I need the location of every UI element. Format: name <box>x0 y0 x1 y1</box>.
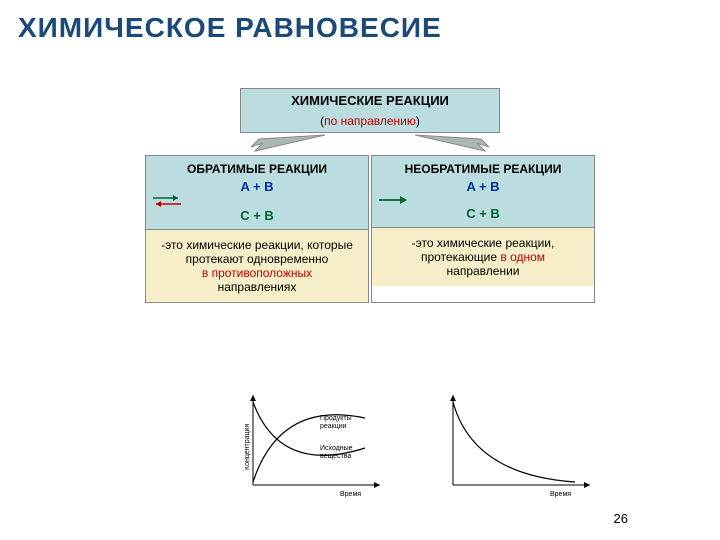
column-irreversible: НЕОБРАТИМЫЕ РЕАКЦИИ A + B C + B -это хим… <box>371 155 595 303</box>
column-header: ОБРАТИМЫЕ РЕАКЦИИ A + B C + B <box>146 156 368 230</box>
classification-diagram: ХИМИЧЕСКИЕ РЕАКЦИИ (по направлению) ОБРА… <box>145 88 595 303</box>
body-post: направлениях <box>218 280 297 294</box>
columns-row: ОБРАТИМЫЕ РЕАКЦИИ A + B C + B -э <box>145 155 595 303</box>
forward-arrow-icon <box>376 194 590 206</box>
equation: A + B C + B <box>376 179 590 221</box>
body-highlight: в одном <box>500 250 545 264</box>
column-body: -это химические реакции, которые протека… <box>146 230 368 302</box>
svg-text:реакции: реакции <box>320 423 347 430</box>
top-box: ХИМИЧЕСКИЕ РЕАКЦИИ (по направлению) <box>240 88 500 133</box>
equation: A + B C + B <box>150 179 364 223</box>
arrow-right-icon <box>415 135 489 151</box>
eq-right: C + B <box>466 206 500 221</box>
column-header: НЕОБРАТИМЫЕ РЕАКЦИИ A + B C + B <box>372 156 594 228</box>
body-post: направлении <box>447 264 520 278</box>
column-title: ОБРАТИМЫЕ РЕАКЦИИ <box>150 162 364 176</box>
svg-text:Исходные: Исходные <box>320 445 353 452</box>
column-reversible: ОБРАТИМЫЕ РЕАКЦИИ A + B C + B -э <box>145 155 369 303</box>
column-body: -это химические реакции, протекающие в о… <box>372 228 594 286</box>
paren-close: ) <box>416 114 420 128</box>
arrow-left-icon <box>251 135 325 151</box>
svg-text:Время: Время <box>340 491 361 498</box>
page-title: ХИМИЧЕСКОЕ РАВНОВЕСИЕ <box>18 12 442 44</box>
connector-arrows <box>145 133 595 155</box>
body-pre: -это химические реакции, которые протека… <box>161 238 353 266</box>
top-box-header: ХИМИЧЕСКИЕ РЕАКЦИИ <box>241 89 499 112</box>
eq-right: C + B <box>240 208 274 223</box>
top-box-subtext: по направлению <box>324 114 416 128</box>
svg-text:Концентрация: Концентрация <box>245 424 251 470</box>
svg-text:Продукты: Продукты <box>320 415 352 422</box>
eq-left: A + B <box>240 179 273 194</box>
column-title: НЕОБРАТИМЫЕ РЕАКЦИИ <box>376 162 590 176</box>
chart-decay: Время <box>445 390 615 510</box>
reversible-arrows-icon <box>150 194 364 208</box>
charts-row: Время Концентрация Продуктыреакции Исходные… <box>245 390 615 510</box>
eq-left: A + B <box>466 179 499 194</box>
svg-text:вещества: вещества <box>320 453 351 460</box>
body-highlight: в противоположных <box>202 266 312 280</box>
chart-equilibrium: Время Концентрация Продуктыреакции Исходные… <box>245 390 415 510</box>
page-number: 26 <box>614 511 628 526</box>
top-box-subtitle: (по направлению) <box>241 112 499 132</box>
svg-text:Время: Время <box>550 491 571 498</box>
